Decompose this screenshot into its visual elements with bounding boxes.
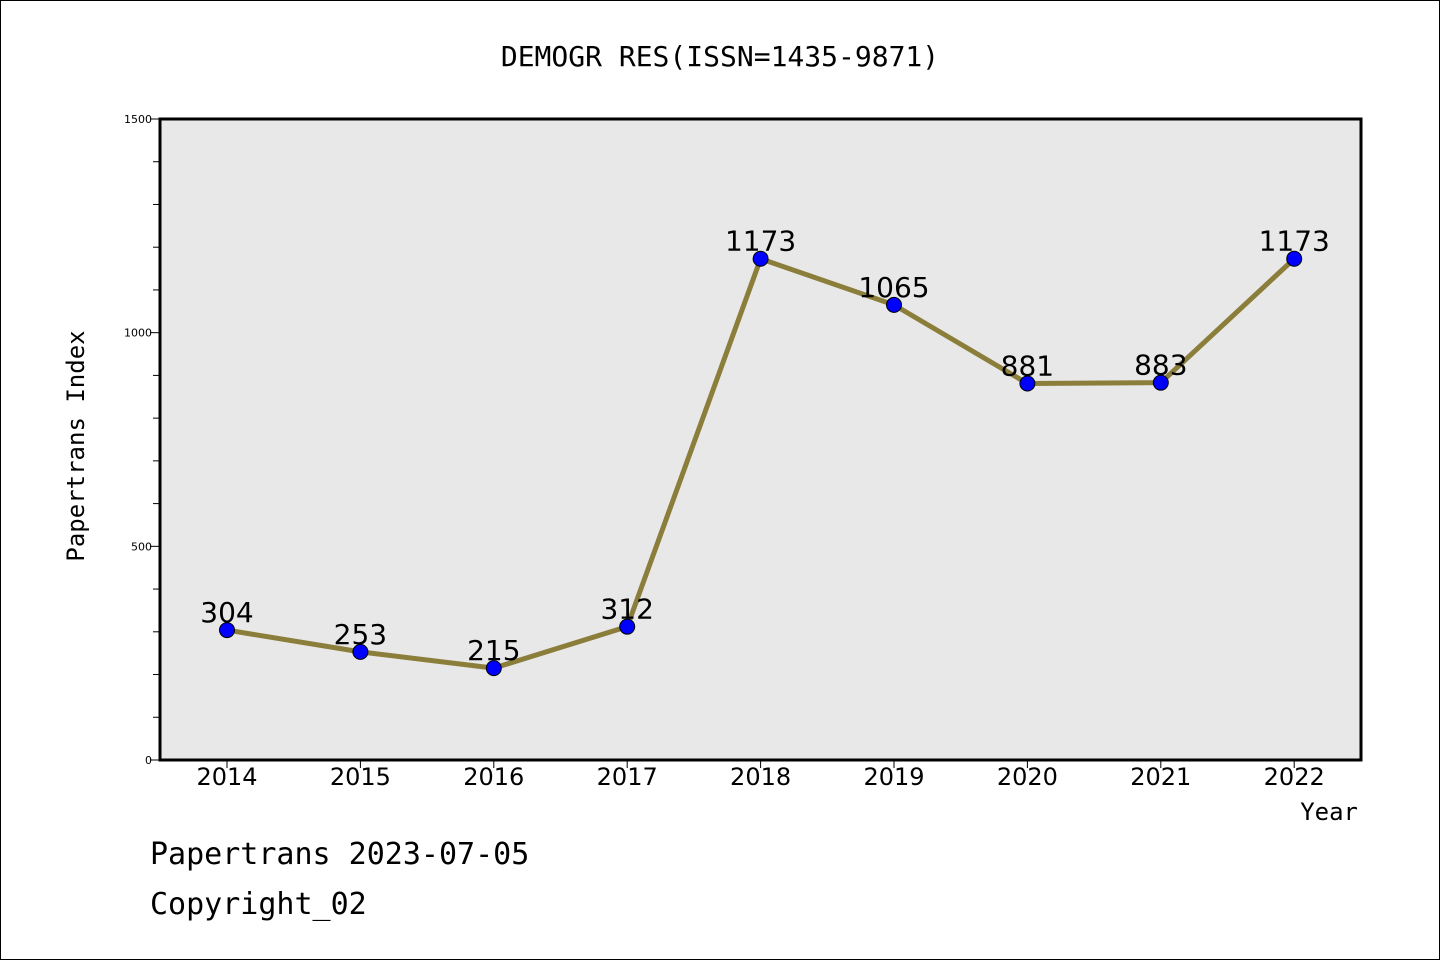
data-label: 312	[600, 593, 653, 626]
data-point	[886, 296, 902, 313]
y-tick-label: 1500	[124, 113, 152, 126]
x-tick-label: 2014	[196, 763, 257, 791]
data-point	[485, 660, 502, 677]
data-label: 883	[1134, 349, 1187, 382]
x-axis: 2014 2015 2016 2017 2018 2019 2020 2021 2022	[196, 760, 1325, 791]
data-label: 881	[1001, 350, 1054, 383]
x-axis-label: Year	[1300, 798, 1358, 826]
footer-date: Papertrans 2023-07-05	[150, 837, 529, 872]
x-tick-label: 2021	[1130, 763, 1191, 791]
plot-area	[158, 117, 1363, 762]
data-point	[1286, 250, 1303, 267]
x-tick-label: 2017	[597, 763, 658, 791]
data-point	[1152, 374, 1169, 391]
data-label-group: 304 253 215 312 1173 1065 881 883 1173	[200, 225, 1330, 667]
data-label: 253	[334, 618, 387, 651]
data-label: 1173	[725, 225, 796, 258]
x-tick-label: 2019	[863, 763, 924, 791]
series-line-group	[219, 250, 1303, 677]
data-label: 1065	[858, 271, 929, 304]
x-tick-label: 2016	[463, 763, 524, 791]
y-tick-label: 500	[131, 540, 152, 553]
data-label: 304	[200, 596, 253, 629]
x-tick-label: 2018	[730, 763, 791, 791]
chart-title: DEMOGR RES(ISSN=1435-9871)	[501, 40, 939, 73]
y-tick-label: 0	[145, 754, 152, 767]
data-point	[619, 618, 636, 635]
data-label: 1173	[1259, 225, 1330, 258]
y-axis-label: Papertrans Index	[62, 330, 90, 561]
data-label: 215	[467, 634, 520, 667]
x-tick-label: 2020	[997, 763, 1058, 791]
data-point	[1019, 375, 1036, 392]
x-tick-label: 2022	[1264, 763, 1325, 791]
data-point	[352, 643, 369, 660]
y-tick-label: 1000	[124, 327, 152, 340]
x-tick-label: 2015	[330, 763, 391, 791]
data-point	[752, 250, 769, 267]
data-point	[219, 622, 235, 639]
y-axis: 0 500 1000 1500	[124, 113, 160, 767]
footer-copyright: Copyright_02	[150, 887, 367, 922]
